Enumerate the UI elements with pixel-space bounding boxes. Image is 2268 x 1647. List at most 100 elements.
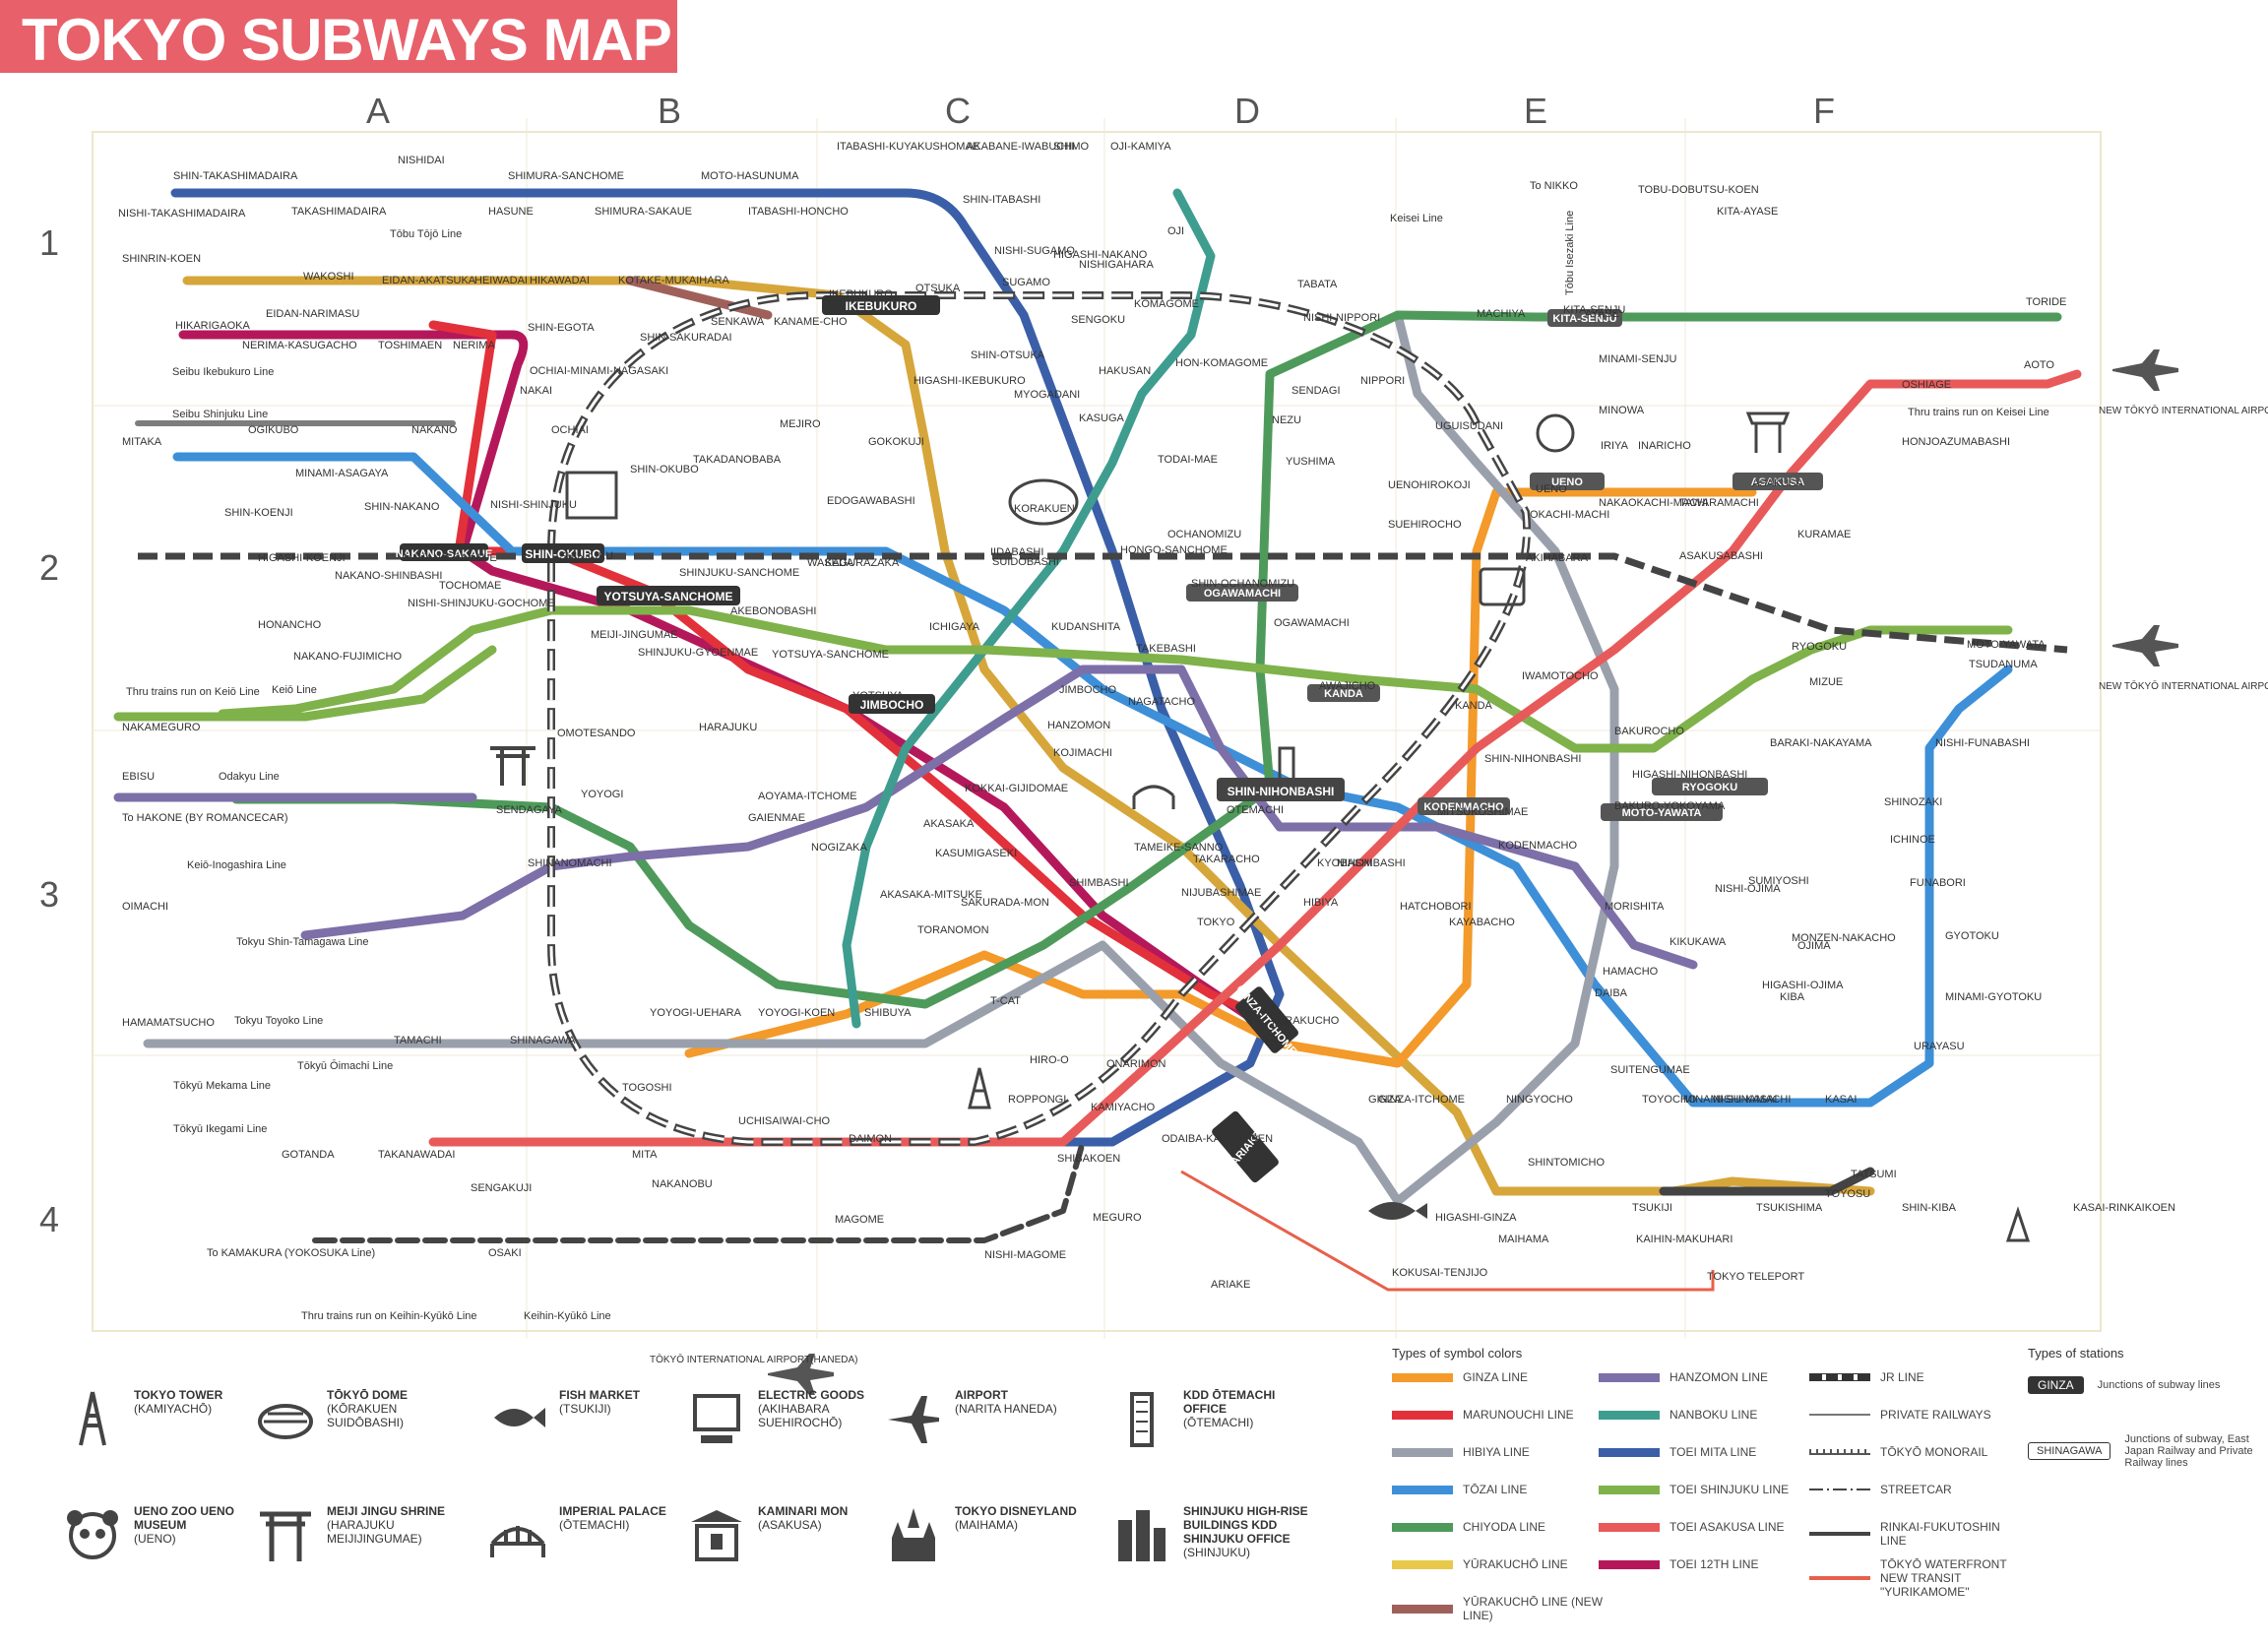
station-label: UGUISUDANI — [1435, 420, 1503, 432]
station-type-jr-junction: SHINAGAWA Junctions of subway, East Japa… — [2028, 1433, 2262, 1469]
landmark-label: UENO ZOO UENO MUSEUM (UENO) — [134, 1504, 262, 1546]
station-label: TAMACHI — [394, 1035, 442, 1046]
station-asakusa: ASAKUSA — [1751, 476, 1804, 488]
station-label: AYASE — [1585, 308, 1619, 320]
station-kita-senju: KITA-SENJU — [1552, 313, 1616, 325]
station-label: SHIN-EGOTA — [528, 322, 595, 334]
station-shin-ochanomizu: OGAWAMACHI — [1204, 588, 1281, 600]
station-label: YOTSUYA-SANCHOME — [772, 649, 889, 661]
skyscraper-icon — [565, 471, 618, 520]
station-label: SHIN-OCHANOMIZU — [1191, 578, 1294, 590]
station-label: SHIBUYA — [864, 1007, 912, 1019]
line-label-tobu-isezaki: Tōbu Isezaki Line — [1564, 211, 1576, 295]
station-label: TOKYO — [1197, 917, 1235, 928]
station-label: UENO — [1536, 483, 1567, 495]
legend-swatch — [1392, 1485, 1453, 1494]
station-label: SHINJUKU-SANCHOME — [679, 567, 799, 579]
legend-item: TŌKYŌ MONORAIL — [1809, 1445, 2028, 1459]
tokyo-tower-icon — [63, 1388, 122, 1449]
station-label: TOSHIMAEN — [378, 340, 442, 351]
station-label: HATCHOBORI — [1400, 901, 1472, 913]
station-label: NAGATACHO — [1128, 696, 1195, 708]
station-label: KURAMAE — [1797, 529, 1851, 540]
station-label: HIGASHI-NAKANO — [1053, 249, 1148, 261]
grid-row-4: 4 — [39, 1199, 60, 1239]
landmark-item: MEIJI JINGU SHRINE (HARAJUKU MEIJIJINGUMA… — [256, 1504, 455, 1565]
station-label: IIDABASHI — [990, 546, 1043, 558]
station-label: OCHANOMIZU — [1167, 529, 1241, 540]
station-label: SUEHIROCHO — [1388, 519, 1462, 531]
station-label: KOMAGOME — [1134, 298, 1199, 310]
tokyo-dome-icon — [256, 1388, 315, 1449]
legend-label: TOEI 12TH LINE — [1670, 1557, 1759, 1571]
legend-label: TŌKYŌ WATERFRONT NEW TRANSIT "YURIKAMOME… — [1880, 1557, 2007, 1599]
station-label: IKEBUKURO — [829, 288, 893, 300]
station-label: KUDANSHITA — [1051, 621, 1121, 633]
station-label: SENKAWA — [711, 316, 765, 328]
station-label: GAIENMAE — [748, 812, 805, 824]
station-label: MEGURO — [1093, 1212, 1142, 1224]
station-label: KAGURAZAKA — [825, 557, 900, 569]
station-label: SHIN-ITABASHI — [963, 194, 1040, 206]
station-label: DAIBA — [1595, 987, 1628, 999]
grid-column-e: E — [1524, 91, 1548, 131]
legend-swatch — [1809, 1449, 1870, 1455]
station-label: EBISU — [122, 771, 155, 783]
landmark-item: IMPERIAL PALACE (ŌTEMACHI) — [488, 1504, 687, 1565]
landmark-name: ELECTRIC GOODS — [758, 1388, 865, 1402]
legend-swatch — [1599, 1485, 1660, 1494]
landmark-name: TOKYO TOWER — [134, 1388, 223, 1402]
station-label: AOYAMA-ITCHOME — [758, 791, 857, 802]
legend-swatch — [1392, 1522, 1453, 1532]
legend-item: TŌKYŌ WATERFRONT NEW TRANSIT "YURIKAMOME… — [1809, 1557, 2028, 1599]
station-label: MAGOME — [835, 1214, 884, 1226]
station-type-badge: GINZA — [2028, 1376, 2084, 1394]
station-label: HAKUSAN — [1099, 365, 1151, 377]
jr-other — [312, 1139, 1086, 1243]
station-label: NIPPORI — [1360, 375, 1405, 387]
station-label: TOYOCHO — [1642, 1094, 1697, 1106]
landmark-station: (HARAJUKU MEIJIJINGUMAE) — [327, 1518, 422, 1546]
grid-column-a: A — [366, 91, 391, 131]
legend-swatch — [1392, 1604, 1453, 1614]
station-label: NERIMA — [453, 340, 495, 351]
legend-item: YŪRAKUCHŌ LINE (NEW LINE) — [1392, 1595, 1610, 1622]
station-label: HIKAWADAI — [530, 275, 590, 286]
station-label: KAMIYACHO — [1091, 1102, 1156, 1113]
station-label: NAKAMEGURO — [122, 722, 201, 733]
station-label: FUNABORI — [1910, 877, 1966, 889]
grid-row-3: 3 — [39, 874, 60, 915]
station-label: KASUGA — [1079, 412, 1125, 424]
station-label: BAKURO-YOKOYAMA — [1614, 800, 1726, 812]
station-label: SHIMURA-SANCHOME — [508, 170, 624, 182]
station-label: MITAKA — [122, 436, 162, 448]
station-label: SAKURADA-MON — [961, 897, 1049, 909]
station-label: HIGASHI-OJIMA — [1762, 980, 1844, 991]
station-label: KOKKAI-GIJIDOMAE — [965, 783, 1068, 794]
legend-item: YŪRAKUCHŌ LINE — [1392, 1557, 1610, 1571]
line-label-to-hakone: To HAKONE (BY ROMANCECAR) — [122, 812, 288, 824]
station-label: MINAMI-GYOTOKU — [1945, 991, 2042, 1003]
line-label-tokyu-shin-tamagawa: Tokyu Shin-Tamagawa Line — [236, 936, 369, 948]
gate-icon — [1745, 412, 1791, 453]
station-label: OMOTESANDO — [557, 728, 636, 739]
line-label-tobu-tojo: Tōbu Tōjō Line — [390, 228, 462, 240]
station-label: TORANOMON — [917, 924, 989, 936]
station-label: SHINRIN-KOEN — [122, 253, 201, 265]
station-label: NEZU — [1272, 414, 1301, 426]
landmark-label: MEIJI JINGU SHRINE (HARAJUKU MEIJIJINGUMA… — [327, 1504, 455, 1546]
station-label: MINAMI-SENJU — [1599, 353, 1677, 365]
station-label: TODAI-MAE — [1158, 454, 1218, 466]
hanzomon-line — [300, 665, 1698, 970]
legend-item: GINZA LINE — [1392, 1370, 1610, 1384]
tokyo-tower-icon — [968, 1067, 991, 1109]
legend-swatch — [1599, 1559, 1660, 1569]
landmark-name: KAMINARI MON — [758, 1504, 849, 1518]
station-label: IRIYA — [1601, 440, 1629, 452]
station-label: MEJIRO — [780, 418, 821, 430]
station-label: HANZOMON — [1047, 720, 1110, 731]
legend-label: TOEI ASAKUSA LINE — [1670, 1520, 1785, 1534]
station-label: HEIWADAI — [474, 275, 528, 286]
station-type-badge: SHINAGAWA — [2028, 1442, 2111, 1460]
